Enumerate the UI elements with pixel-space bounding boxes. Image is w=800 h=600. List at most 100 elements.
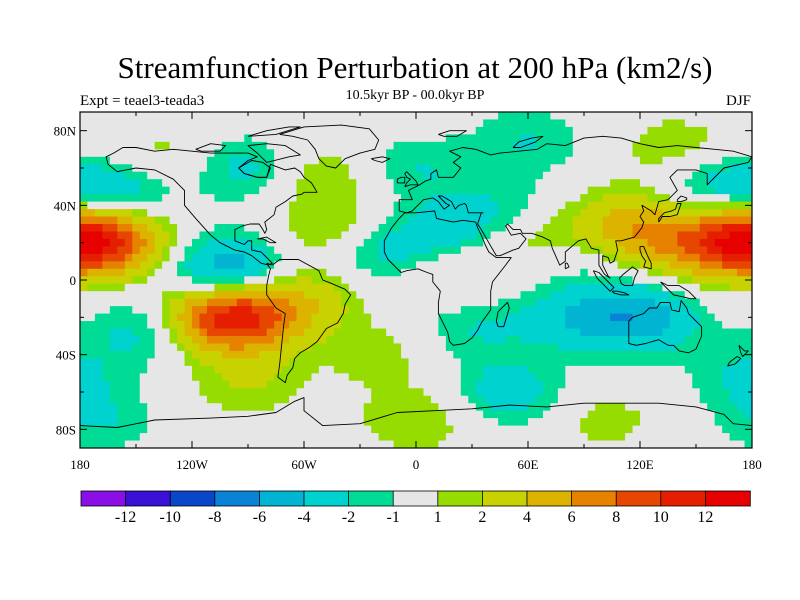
field-cell — [311, 395, 320, 404]
field-cell — [117, 298, 126, 307]
field-cell — [714, 365, 723, 374]
field-cell — [274, 164, 283, 173]
field-cell — [528, 440, 537, 448]
field-cell — [430, 321, 439, 330]
field-cell — [640, 186, 649, 195]
field-cell — [117, 261, 126, 270]
field-cell — [505, 216, 514, 225]
field-cell — [587, 328, 596, 337]
field-cell — [251, 336, 260, 345]
field-cell — [430, 224, 439, 233]
field-cell — [625, 418, 634, 427]
field-cell — [438, 403, 447, 412]
field-cell — [490, 216, 499, 225]
field-cell — [251, 112, 260, 121]
field-cell — [662, 321, 671, 330]
field-cell — [94, 433, 103, 442]
field-cell — [595, 171, 604, 180]
field-cell — [640, 380, 649, 389]
field-cell — [602, 298, 611, 307]
field-cell — [117, 134, 126, 143]
field-cell — [483, 328, 492, 337]
field-cell — [483, 365, 492, 374]
field-cell — [281, 336, 290, 345]
field-cell — [632, 112, 641, 121]
field-cell — [378, 224, 387, 233]
field-cell — [737, 306, 746, 315]
field-cell — [677, 321, 686, 330]
field-cell — [557, 276, 566, 285]
field-cell — [259, 171, 268, 180]
field-cell — [542, 350, 551, 359]
y-tick-label: 80N — [54, 124, 77, 139]
field-cell — [699, 410, 708, 419]
field-cell — [147, 134, 156, 143]
field-cell — [550, 395, 559, 404]
field-cell — [580, 179, 589, 188]
field-cell — [371, 126, 380, 135]
field-cell — [244, 164, 253, 173]
field-cell — [94, 186, 103, 195]
field-cell — [550, 306, 559, 315]
field-cell — [475, 425, 484, 434]
field-cell — [475, 276, 484, 285]
field-cell — [550, 440, 559, 448]
field-cell — [647, 216, 656, 225]
field-cell — [117, 119, 126, 128]
field-cell — [266, 306, 275, 315]
field-cell — [595, 119, 604, 128]
field-cell — [475, 164, 484, 173]
field-cell — [281, 238, 290, 247]
field-cell — [617, 156, 626, 165]
field-cell — [550, 350, 559, 359]
field-cell — [229, 134, 238, 143]
field-cell — [729, 164, 738, 173]
field-cell — [192, 291, 201, 300]
field-cell — [587, 268, 596, 277]
field-cell — [572, 141, 581, 150]
field-cell — [587, 373, 596, 382]
field-cell — [430, 291, 439, 300]
field-cell — [371, 328, 380, 337]
field-cell — [602, 306, 611, 315]
field-cell — [460, 321, 469, 330]
field-cell — [102, 425, 111, 434]
field-cell — [580, 336, 589, 345]
colorbar-label: -10 — [160, 509, 181, 526]
field-cell — [475, 306, 484, 315]
field-cell — [221, 410, 230, 419]
field-cell — [184, 425, 193, 434]
field-cell — [124, 380, 133, 389]
field-cell — [580, 238, 589, 247]
field-cell — [80, 216, 89, 225]
field-cell — [244, 358, 253, 367]
field-cell — [378, 149, 387, 158]
field-cell — [318, 425, 327, 434]
coastline-greenland — [279, 124, 380, 169]
field-cell — [692, 149, 701, 158]
field-cell — [438, 119, 447, 128]
field-cell — [274, 410, 283, 419]
field-cell — [483, 179, 492, 188]
field-cell — [154, 201, 163, 210]
field-cell — [423, 283, 432, 292]
field-cell — [154, 231, 163, 240]
field-cell — [266, 403, 275, 412]
field-cell — [169, 149, 178, 158]
field-cell — [632, 440, 641, 448]
field-cell — [192, 395, 201, 404]
field-cell — [236, 112, 245, 121]
field-cell — [625, 119, 634, 128]
field-cell — [468, 149, 477, 158]
field-cell — [184, 164, 193, 173]
field-cell — [304, 231, 313, 240]
field-cell — [416, 410, 425, 419]
field-cell — [423, 201, 432, 210]
field-cell — [572, 380, 581, 389]
field-cell — [669, 433, 678, 442]
field-cell — [304, 336, 313, 345]
field-cell — [236, 141, 245, 150]
field-cell — [378, 321, 387, 330]
field-cell — [625, 403, 634, 412]
field-cell — [669, 179, 678, 188]
